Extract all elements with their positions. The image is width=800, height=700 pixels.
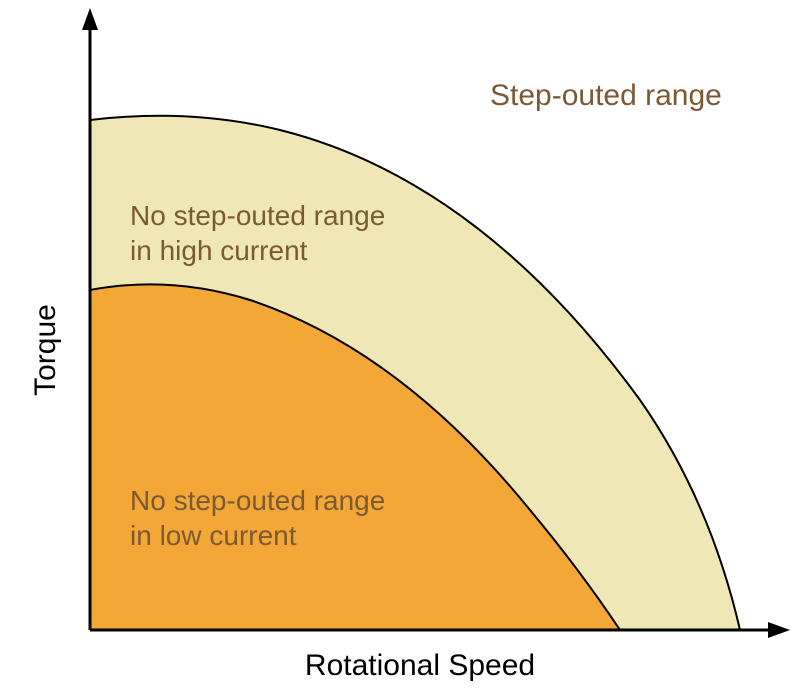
x-axis-label: Rotational Speed: [305, 649, 535, 682]
x-axis-arrow: [768, 622, 790, 638]
low-current-label-line1: No step-outed range: [130, 485, 385, 516]
step-outed-label: Step-outed range: [490, 79, 722, 112]
low-current-label-line2: in low current: [130, 520, 297, 551]
torque-speed-chart: Torque Rotational Speed Step-outed range…: [0, 0, 800, 700]
y-axis-label: Torque: [29, 304, 62, 396]
high-current-label-line2: in high current: [130, 235, 308, 266]
chart-svg: Torque Rotational Speed Step-outed range…: [0, 0, 800, 700]
high-current-label-line1: No step-outed range: [130, 200, 385, 231]
y-axis-arrow: [82, 8, 98, 30]
